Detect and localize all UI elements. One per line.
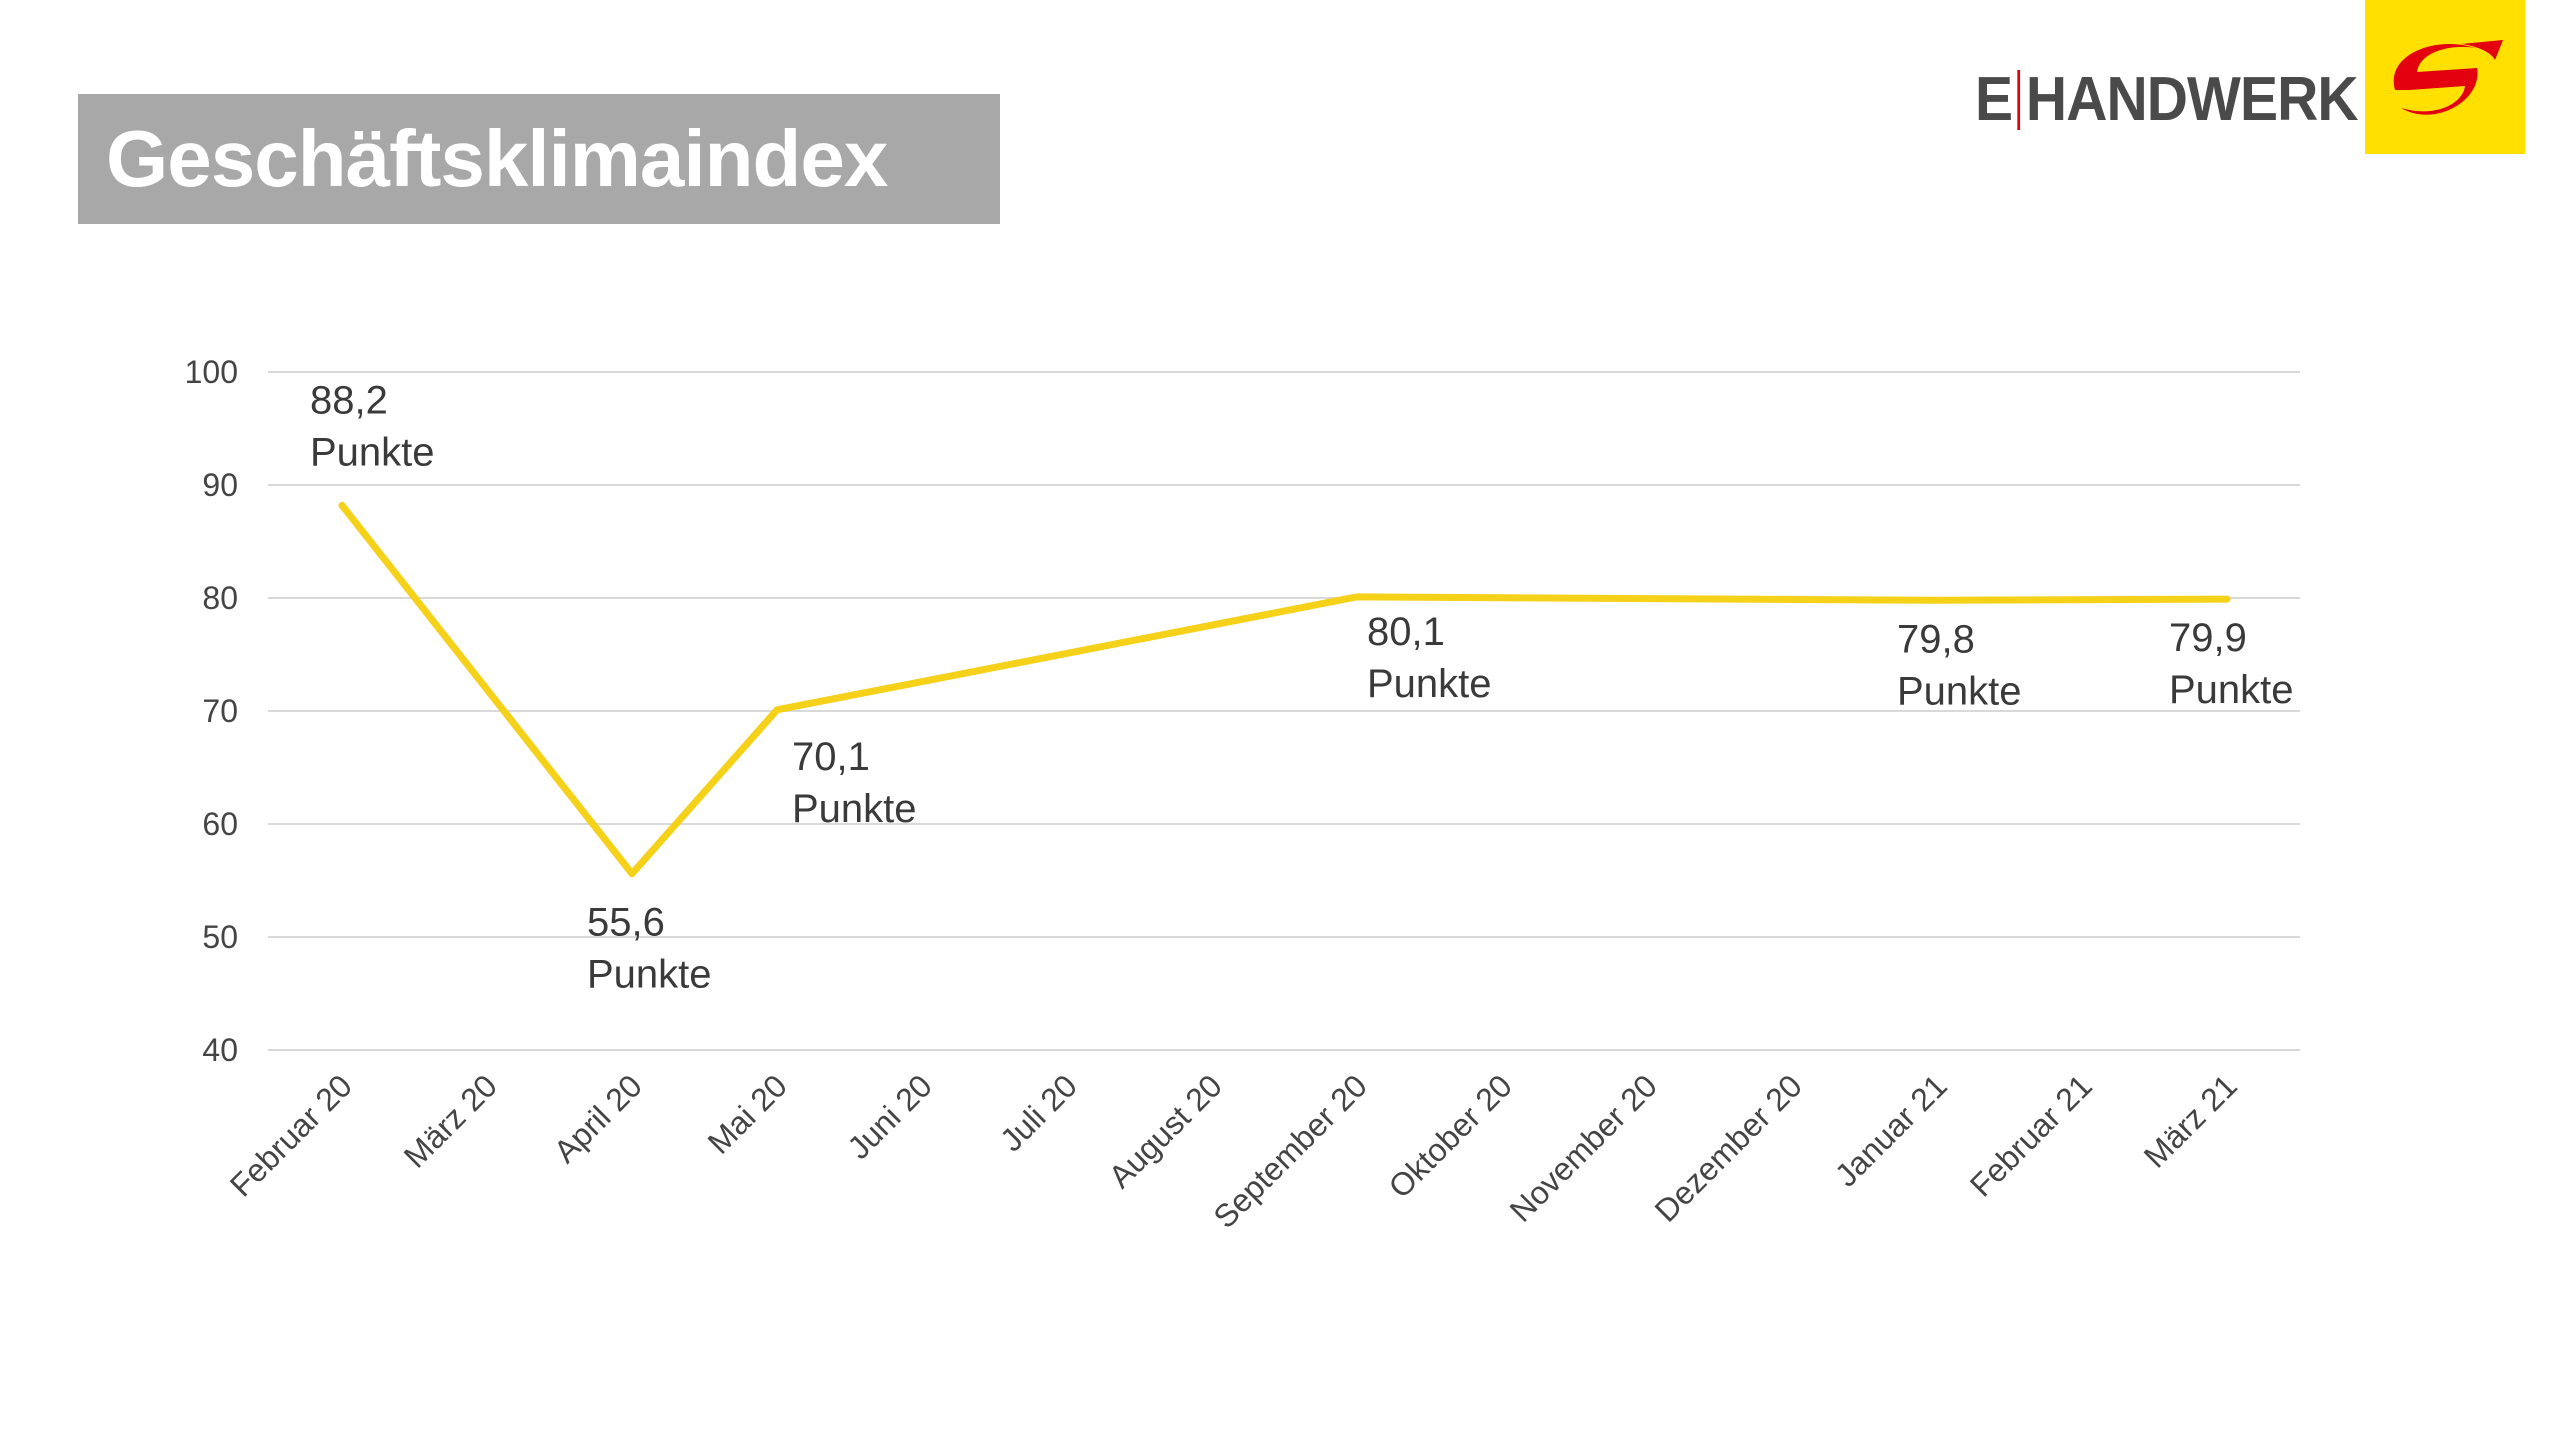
x-tick-label: Oktober 20 — [1382, 1067, 1519, 1204]
x-tick-label: Mai 20 — [701, 1067, 794, 1160]
x-tick-label: März 21 — [2137, 1067, 2244, 1174]
y-tick-label: 50 — [202, 919, 238, 955]
y-tick-label: 60 — [202, 806, 238, 842]
e-handwerk-logo: E HANDWERK — [1975, 0, 2535, 154]
y-tick-label: 90 — [202, 467, 238, 503]
y-tick-label: 40 — [202, 1032, 238, 1068]
x-tick-label: März 20 — [397, 1067, 504, 1174]
data-label-unit: Punkte — [310, 430, 435, 474]
x-tick-label: Februar 21 — [1963, 1067, 2099, 1203]
data-label-value: 80,1 — [1367, 610, 1445, 654]
title-banner: Geschäftsklimaindex — [78, 94, 1000, 224]
x-tick-label: November 20 — [1503, 1067, 1664, 1228]
x-tick-label: Februar 20 — [223, 1067, 359, 1203]
y-tick-label: 80 — [202, 580, 238, 616]
data-label-value: 70,1 — [792, 735, 870, 779]
y-tick-label: 100 — [185, 354, 238, 390]
logo-wordmark: E HANDWERK — [1975, 64, 2359, 135]
data-label-unit: Punkte — [1897, 669, 2022, 713]
x-tick-label: Dezember 20 — [1648, 1067, 1809, 1228]
x-tick-label: April 20 — [547, 1067, 649, 1169]
logo-square — [2365, 0, 2525, 154]
y-tick-label: 70 — [202, 693, 238, 729]
x-tick-label: Juli 20 — [993, 1067, 1084, 1158]
e-arrow-icon — [2393, 40, 2503, 115]
x-tick-label: September 20 — [1206, 1067, 1374, 1235]
data-label-unit: Punkte — [792, 787, 917, 831]
data-label-value: 79,9 — [2169, 616, 2247, 660]
data-label-unit: Punkte — [1367, 662, 1492, 706]
x-tick-label: Januar 21 — [1828, 1067, 1954, 1193]
logo-text-e: E — [1975, 65, 2013, 134]
data-label-value: 79,8 — [1897, 617, 1975, 661]
x-tick-label: Juni 20 — [841, 1067, 939, 1165]
logo-text-handwerk: HANDWERK — [2025, 65, 2359, 134]
data-label-value: 88,2 — [310, 378, 388, 422]
data-label-unit: Punkte — [587, 953, 712, 997]
x-tick-label: August 20 — [1102, 1067, 1229, 1194]
series-line — [338, 501, 2231, 878]
data-label-value: 55,6 — [587, 901, 665, 945]
logo-separator — [2017, 69, 2021, 130]
page-title: Geschäftsklimaindex — [106, 114, 888, 203]
data-label-unit: Punkte — [2169, 668, 2294, 712]
